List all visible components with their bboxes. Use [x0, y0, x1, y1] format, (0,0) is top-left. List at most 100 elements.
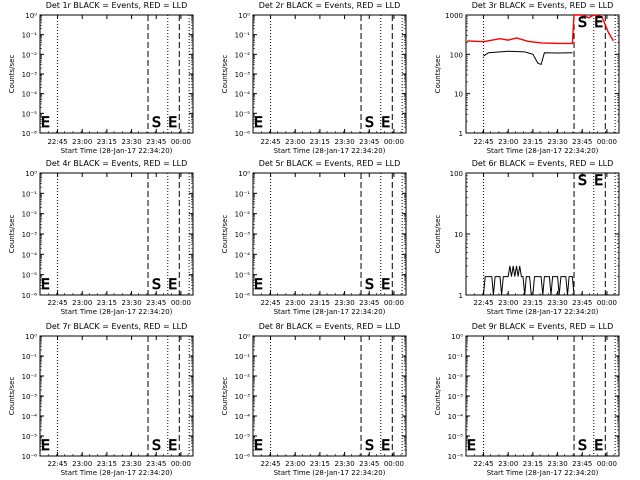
x-tick-label: 22:45 — [260, 460, 280, 468]
x-tick-label: 23:45 — [572, 460, 592, 468]
start-marker-s: S — [365, 277, 374, 293]
x-axis-label: Start Time (28-Jan-17 22:34:20) — [274, 308, 386, 316]
x-tick-label: 23:45 — [572, 299, 592, 307]
x-tick-label: 23:45 — [146, 299, 166, 307]
x-tick-label: 23:30 — [334, 299, 354, 307]
x-tick-label: 22:45 — [47, 299, 67, 307]
panel-title: Det 9r BLACK = Events, RED = LLD — [472, 322, 614, 331]
left-edge-marker-e: E — [254, 277, 263, 293]
y-tick-label: 10⁰ — [238, 170, 250, 178]
x-tick-label: 23:15 — [523, 299, 543, 307]
x-tick-label: 22:45 — [260, 299, 280, 307]
x-axis-label: Start Time (28-Jan-17 22:34:20) — [274, 147, 386, 155]
x-tick-label: 23:45 — [572, 138, 592, 146]
panel-title: Det 8r BLACK = Events, RED = LLD — [259, 322, 401, 331]
plot-frame — [465, 14, 620, 134]
y-tick-label: 10⁻⁴ — [22, 413, 38, 421]
y-tick-label: 1 — [459, 292, 463, 300]
y-tick-label: 10⁻² — [235, 51, 251, 59]
y-tick-label: 10⁻⁴ — [22, 251, 38, 259]
end-marker-e: E — [381, 277, 390, 293]
y-axis-label: Counts/sec — [434, 215, 442, 254]
panel-title: Det 1r BLACK = Events, RED = LLD — [46, 1, 188, 10]
x-tick-label: 00:00 — [597, 299, 617, 307]
detector-panel-1: Det 1r BLACK = Events, RED = LLD 10⁰ 10⁻¹ 1… — [8, 1, 194, 155]
x-tick-label: 23:00 — [498, 460, 518, 468]
start-marker-s: S — [578, 15, 587, 31]
y-axis-label: Counts/sec — [221, 55, 229, 94]
y-tick-label: 10⁻⁶ — [22, 453, 38, 461]
y-tick-label: 10⁻² — [22, 51, 38, 59]
x-tick-label: 23:45 — [146, 138, 166, 146]
y-tick-label: 10⁻⁵ — [235, 110, 251, 118]
start-marker-s: S — [365, 438, 374, 454]
start-marker-s: S — [152, 277, 161, 293]
y-axis-label: Counts/sec — [8, 377, 16, 416]
y-tick-label: 10⁻³ — [235, 231, 251, 239]
x-tick-label: 22:45 — [473, 460, 493, 468]
detector-panel-8: Det 8r BLACK = Events, RED = LLD 10⁰ 10⁻¹ 1… — [221, 322, 407, 477]
x-tick-label: 23:15 — [97, 299, 117, 307]
y-axis-label: Counts/sec — [434, 55, 442, 94]
y-tick-label: 10⁻³ — [235, 71, 251, 79]
x-tick-label: 00:00 — [597, 138, 617, 146]
panel-title: Det 5r BLACK = Events, RED = LLD — [259, 159, 401, 168]
y-tick-label: 10⁻⁶ — [22, 130, 38, 138]
panel-title: Det 6r BLACK = Events, RED = LLD — [472, 159, 614, 168]
detector-panel-9: Det 9r BLACK = Events, RED = LLD 10⁰ 10⁻¹ 1… — [434, 322, 620, 477]
x-tick-label: 00:00 — [384, 138, 404, 146]
x-tick-label: 00:00 — [384, 299, 404, 307]
y-tick-label: 10⁻⁴ — [235, 413, 251, 421]
end-marker-e: E — [168, 277, 177, 293]
x-tick-label: 00:00 — [597, 460, 617, 468]
start-marker-s: S — [152, 438, 161, 454]
y-tick-label: 10⁰ — [451, 333, 463, 341]
events-series-line — [483, 265, 575, 296]
detector-panel-3: Det 3r BLACK = Events, RED = LLD 1000 100 1… — [434, 1, 620, 155]
y-tick-label: 10⁻⁵ — [22, 272, 38, 280]
y-tick-label: 10⁻³ — [235, 393, 251, 401]
end-marker-e: E — [381, 438, 390, 454]
x-tick-label: 23:30 — [334, 138, 354, 146]
y-tick-label: 10⁻⁴ — [448, 413, 464, 421]
y-tick-label: 10⁻⁴ — [235, 91, 251, 99]
start-marker-s: S — [578, 173, 587, 189]
left-edge-marker-e: E — [41, 438, 50, 454]
y-tick-label: 10⁻⁵ — [22, 433, 38, 441]
x-axis-label: Start Time (28-Jan-17 22:34:20) — [487, 469, 599, 477]
x-tick-label: 22:45 — [260, 138, 280, 146]
x-tick-label: 23:15 — [523, 460, 543, 468]
x-axis-label: Start Time (28-Jan-17 22:34:20) — [487, 147, 599, 155]
y-tick-label: 10⁻³ — [448, 393, 464, 401]
end-marker-e: E — [381, 115, 390, 131]
panel-title: Det 3r BLACK = Events, RED = LLD — [472, 1, 614, 10]
x-tick-label: 23:45 — [359, 138, 379, 146]
x-tick-label: 23:15 — [523, 138, 543, 146]
y-tick-label: 10⁻⁶ — [235, 130, 251, 138]
y-axis-label: Counts/sec — [434, 377, 442, 416]
y-tick-label: 10⁻² — [22, 211, 38, 219]
y-tick-label: 10⁰ — [25, 333, 37, 341]
x-tick-label: 23:15 — [97, 138, 117, 146]
end-marker-e: E — [168, 438, 177, 454]
left-edge-marker-e: E — [467, 438, 476, 454]
x-tick-label: 23:00 — [498, 299, 518, 307]
y-tick-label: 10⁻² — [448, 373, 464, 381]
end-marker-e: E — [168, 115, 177, 131]
y-tick-label: 10⁻¹ — [448, 353, 464, 361]
y-tick-label: 1 — [459, 130, 463, 138]
end-marker-e: E — [594, 173, 603, 189]
events-series-line — [483, 50, 573, 66]
end-marker-e: E — [594, 15, 603, 31]
x-tick-label: 22:45 — [473, 299, 493, 307]
left-edge-marker-e: E — [41, 115, 50, 131]
x-tick-label: 23:15 — [97, 460, 117, 468]
y-tick-label: 10⁻² — [235, 373, 251, 381]
x-tick-label: 23:30 — [547, 138, 567, 146]
x-tick-label: 23:00 — [72, 299, 92, 307]
x-tick-label: 00:00 — [171, 299, 191, 307]
y-tick-label: 10⁻³ — [22, 71, 38, 79]
left-edge-marker-e: E — [41, 277, 50, 293]
x-tick-label: 23:30 — [121, 299, 141, 307]
